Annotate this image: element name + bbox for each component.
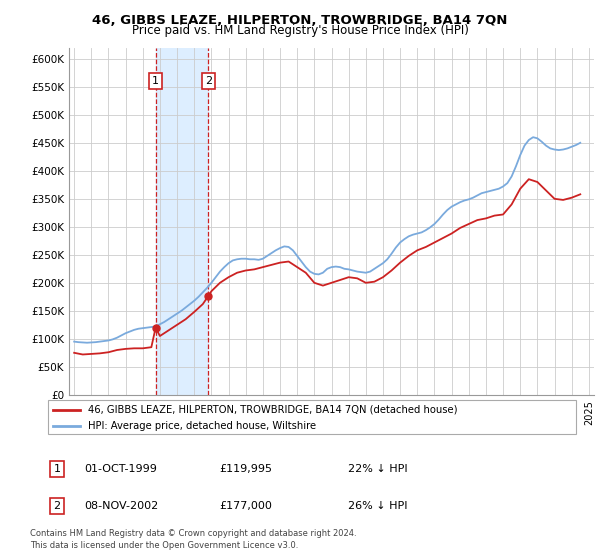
Text: HPI: Average price, detached house, Wiltshire: HPI: Average price, detached house, Wilt… xyxy=(88,421,316,431)
Text: 46, GIBBS LEAZE, HILPERTON, TROWBRIDGE, BA14 7QN (detached house): 46, GIBBS LEAZE, HILPERTON, TROWBRIDGE, … xyxy=(88,405,457,415)
Text: £177,000: £177,000 xyxy=(219,501,272,511)
Text: Price paid vs. HM Land Registry's House Price Index (HPI): Price paid vs. HM Land Registry's House … xyxy=(131,24,469,37)
Text: Contains HM Land Registry data © Crown copyright and database right 2024.: Contains HM Land Registry data © Crown c… xyxy=(30,529,356,538)
Text: 2: 2 xyxy=(53,501,61,511)
Text: 08-NOV-2002: 08-NOV-2002 xyxy=(84,501,158,511)
Text: 01-OCT-1999: 01-OCT-1999 xyxy=(84,464,157,474)
Text: This data is licensed under the Open Government Licence v3.0.: This data is licensed under the Open Gov… xyxy=(30,541,298,550)
Text: £119,995: £119,995 xyxy=(219,464,272,474)
Text: 2: 2 xyxy=(205,76,212,86)
Text: 1: 1 xyxy=(53,464,61,474)
Text: 46, GIBBS LEAZE, HILPERTON, TROWBRIDGE, BA14 7QN: 46, GIBBS LEAZE, HILPERTON, TROWBRIDGE, … xyxy=(92,14,508,27)
Text: 1: 1 xyxy=(152,76,159,86)
FancyBboxPatch shape xyxy=(48,400,576,434)
Text: 26% ↓ HPI: 26% ↓ HPI xyxy=(348,501,407,511)
Bar xyxy=(155,48,208,395)
Text: 22% ↓ HPI: 22% ↓ HPI xyxy=(348,464,407,474)
